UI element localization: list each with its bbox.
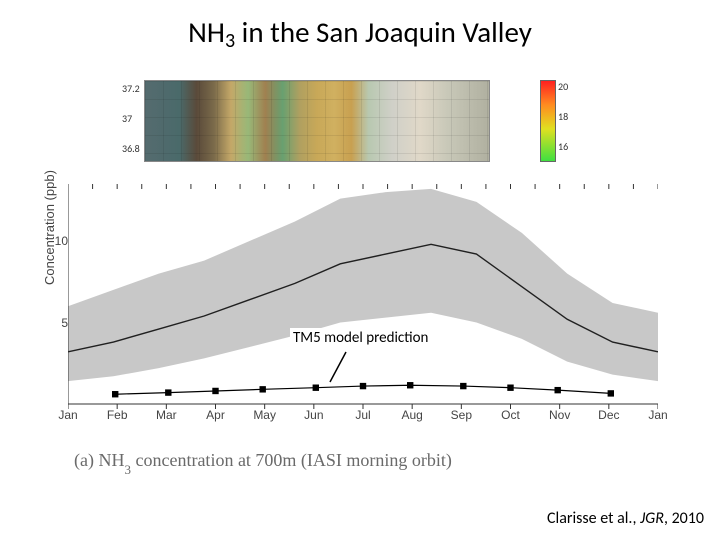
colorbar: 20 18 16	[540, 80, 580, 164]
chart-ylabel: Concentration (ppb)	[42, 170, 57, 285]
tm5-marker	[212, 388, 218, 394]
colorbar-tick: 18	[558, 110, 568, 123]
chart-xtick: Oct	[496, 408, 526, 422]
chart-xtick: Sep	[446, 408, 476, 422]
colorbar-gradient	[540, 80, 556, 162]
uncertainty-band	[68, 189, 658, 381]
chart-xtick: May	[250, 408, 280, 422]
map-strip: 37.23736.8	[128, 80, 488, 164]
colorbar-tick: 20	[558, 80, 568, 93]
chart-xtick: Jan	[53, 408, 83, 422]
map-ytick: 37	[122, 112, 132, 125]
tm5-marker	[555, 387, 561, 393]
figure-caption: (a) NH3 concentration at 700m (IASI morn…	[74, 450, 452, 475]
tm5-marker	[165, 389, 171, 395]
chart-xtick: Feb	[102, 408, 132, 422]
tm5-marker	[260, 386, 266, 392]
chart-xtick: Jul	[348, 408, 378, 422]
chart-ytick: 10	[54, 234, 68, 248]
chart-xtick: Jun	[299, 408, 329, 422]
title-sub: 3	[225, 29, 235, 53]
tm5-marker	[112, 391, 118, 397]
chart-svg	[68, 184, 658, 426]
map-ytick: 36.8	[122, 142, 140, 155]
title-pre: NH	[188, 14, 225, 50]
chart-xtick: Jan	[643, 408, 673, 422]
tm5-marker	[407, 382, 413, 388]
concentration-chart	[68, 184, 658, 426]
colorbar-tick: 16	[558, 140, 568, 153]
tm5-marker	[507, 385, 513, 391]
tm5-marker	[360, 383, 366, 389]
tm5-marker	[460, 383, 466, 389]
page-title: NH3 in the San Joaquin Valley	[0, 14, 720, 50]
chart-ytick: 5	[54, 316, 68, 330]
chart-xtick: Aug	[397, 408, 427, 422]
chart-xtick: Dec	[594, 408, 624, 422]
citation: Clarisse et al., JGR, 2010	[547, 509, 704, 528]
tm5-marker	[608, 390, 614, 396]
tm5-annotation: TM5 model prediction	[290, 328, 431, 348]
title-post: in the San Joaquin Valley	[235, 14, 532, 50]
annotation-arrow	[330, 352, 346, 382]
satellite-map	[144, 80, 490, 162]
map-ytick: 37.2	[122, 82, 140, 95]
chart-xtick: Apr	[201, 408, 231, 422]
chart-xtick: Mar	[151, 408, 181, 422]
tm5-marker	[313, 385, 319, 391]
chart-xtick: Nov	[545, 408, 575, 422]
